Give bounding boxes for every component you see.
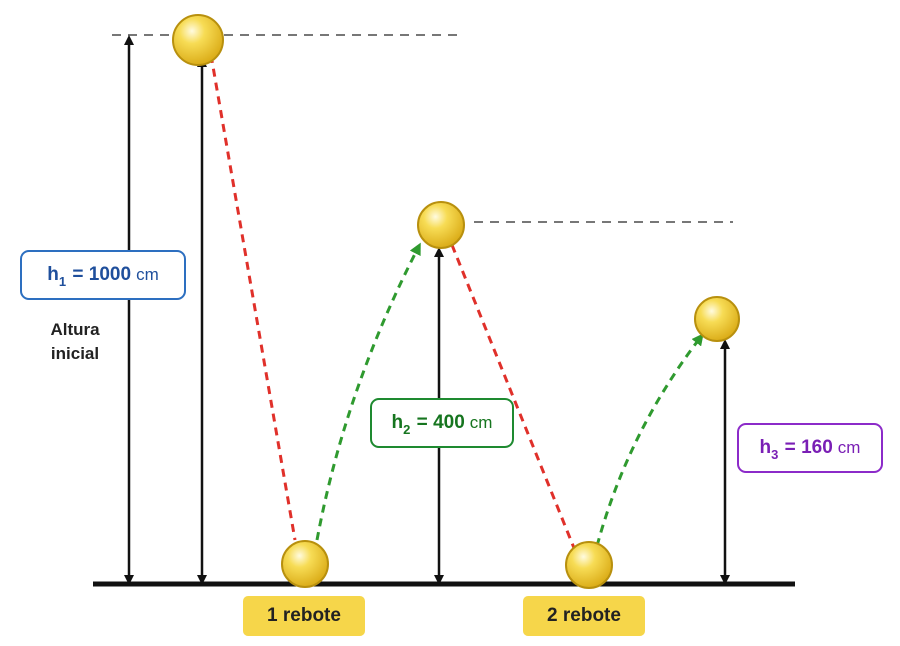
ball-second-bounce (565, 541, 613, 589)
h1-unit: cm (136, 265, 159, 284)
first-fall-path (209, 54, 297, 541)
h3-equals: = (784, 437, 796, 458)
initial-height-caption: Altura inicial (20, 318, 130, 366)
bounce-tag-2: 2 rebote (523, 596, 645, 636)
h3-symbol: h (759, 437, 772, 458)
ball-initial (172, 14, 224, 66)
ball-second-peak (417, 201, 465, 249)
h1-subscript: 1 (58, 273, 67, 289)
ball-third-peak (694, 296, 740, 342)
h1-equals: = (72, 264, 84, 285)
h3-unit: cm (837, 438, 861, 457)
h2-value: 400 (433, 412, 465, 433)
h1-value: 1000 (88, 264, 132, 285)
h3-value: 160 (801, 437, 833, 458)
second-fall-path (450, 244, 576, 549)
h1-symbol: h (47, 264, 59, 285)
h2-subscript: 2 (403, 421, 411, 437)
caption-line-2: inicial (50, 344, 100, 363)
h2-symbol: h (391, 412, 404, 433)
second-rise-path (595, 333, 704, 547)
caption-line-1: Altura (50, 320, 100, 339)
bounce-tag-1: 1 rebote (243, 596, 365, 636)
h2-equals: = (416, 412, 428, 433)
h2-unit: cm (469, 413, 493, 432)
ball-first-bounce (281, 540, 329, 588)
h3-subscript: 3 (771, 446, 779, 462)
first-rise-path (315, 242, 421, 541)
